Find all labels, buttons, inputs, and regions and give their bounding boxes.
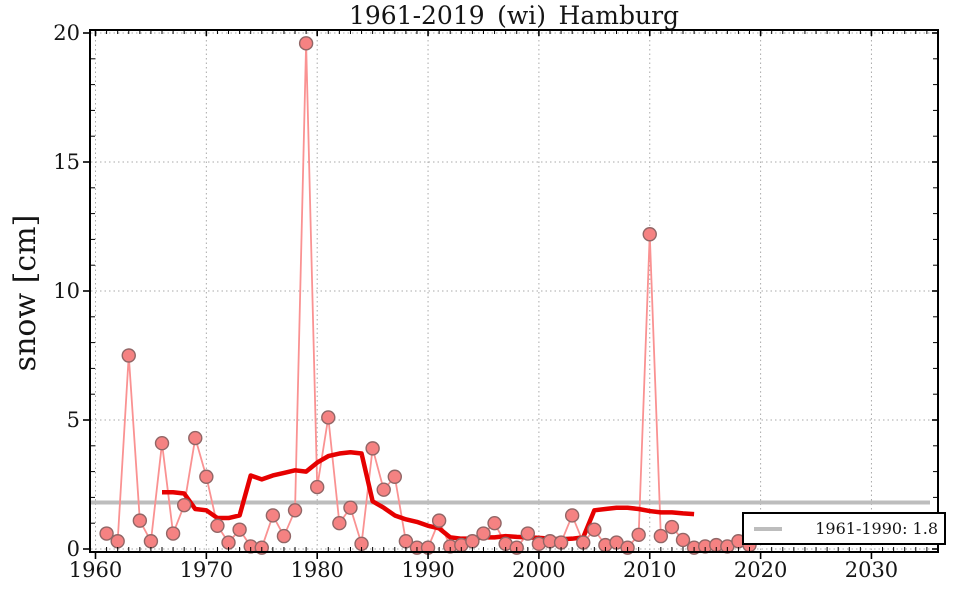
data-point-2005 — [587, 522, 602, 537]
data-point-1981 — [321, 410, 336, 425]
data-point-1982 — [332, 516, 347, 531]
data-point-1986 — [376, 482, 391, 497]
data-point-1976 — [265, 508, 281, 523]
chart-title: 1961-2019_(wi)_Hamburg — [348, 1, 680, 30]
y-tick-label-20: 20 — [53, 21, 80, 45]
x-tick-label-2000: 2000 — [512, 558, 565, 582]
x-tick-label-1960: 1960 — [69, 558, 122, 582]
y-tick-label-5: 5 — [67, 408, 80, 432]
axis-ticks — [83, 30, 938, 559]
gridlines — [91, 31, 937, 551]
x-tick-label-2010: 2010 — [623, 558, 676, 582]
data-point-1967 — [165, 526, 181, 541]
data-point-1969 — [188, 430, 203, 446]
axes-frame — [89, 29, 939, 553]
x-tick-label-1970: 1970 — [180, 558, 233, 582]
data-point-1968 — [176, 497, 192, 513]
y-tick-label-15: 15 — [53, 150, 80, 174]
data-point-1987 — [387, 469, 402, 484]
annual-series-points — [99, 36, 757, 555]
data-point-1965 — [143, 534, 159, 549]
data-point-2011 — [653, 528, 669, 544]
legend: 1961-1990: 1.8 — [742, 512, 946, 545]
data-point-2012 — [664, 519, 680, 535]
data-point-1971 — [210, 518, 225, 533]
legend-label: 1961-1990: 1.8 — [815, 519, 938, 538]
data-point-1995 — [476, 526, 491, 541]
running-mean-polyline — [162, 450, 695, 542]
data-point-1980 — [310, 479, 325, 495]
data-point-1991 — [431, 513, 447, 528]
data-point-2009 — [631, 527, 646, 543]
data-point-2003 — [564, 508, 580, 523]
data-point-1999 — [520, 526, 536, 541]
x-tick-labels: 1960 1970 1980 1990 2000 2010 2020 2030 — [69, 558, 898, 582]
plot-border — [89, 29, 939, 553]
data-point-1983 — [343, 500, 358, 515]
y-tick-label-10: 10 — [53, 279, 80, 303]
data-point-1966 — [154, 436, 170, 451]
data-point-2013 — [675, 532, 691, 548]
data-point-1970 — [199, 469, 214, 484]
data-point-1964 — [132, 513, 148, 528]
data-point-1977 — [276, 528, 292, 544]
data-point-1973 — [232, 522, 247, 537]
x-tick-label-2030: 2030 — [845, 558, 898, 582]
y-tick-labels: 0 5 10 15 20 — [53, 21, 80, 561]
legend-line-swatch — [754, 526, 782, 531]
data-point-1978 — [287, 503, 303, 518]
x-tick-label-1990: 1990 — [401, 558, 454, 582]
data-point-1979 — [298, 36, 314, 51]
data-point-2010 — [642, 227, 657, 242]
data-point-1962 — [110, 534, 125, 549]
running-mean-line — [162, 450, 695, 542]
y-tick-label-0: 0 — [67, 537, 80, 561]
x-tick-label-1980: 1980 — [290, 558, 343, 582]
data-point-1994 — [465, 534, 480, 549]
data-point-1996 — [487, 516, 502, 531]
x-tick-label-2020: 2020 — [734, 558, 787, 582]
data-point-1961 — [99, 526, 114, 541]
data-point-1985 — [365, 441, 380, 456]
data-point-1963 — [121, 348, 136, 363]
